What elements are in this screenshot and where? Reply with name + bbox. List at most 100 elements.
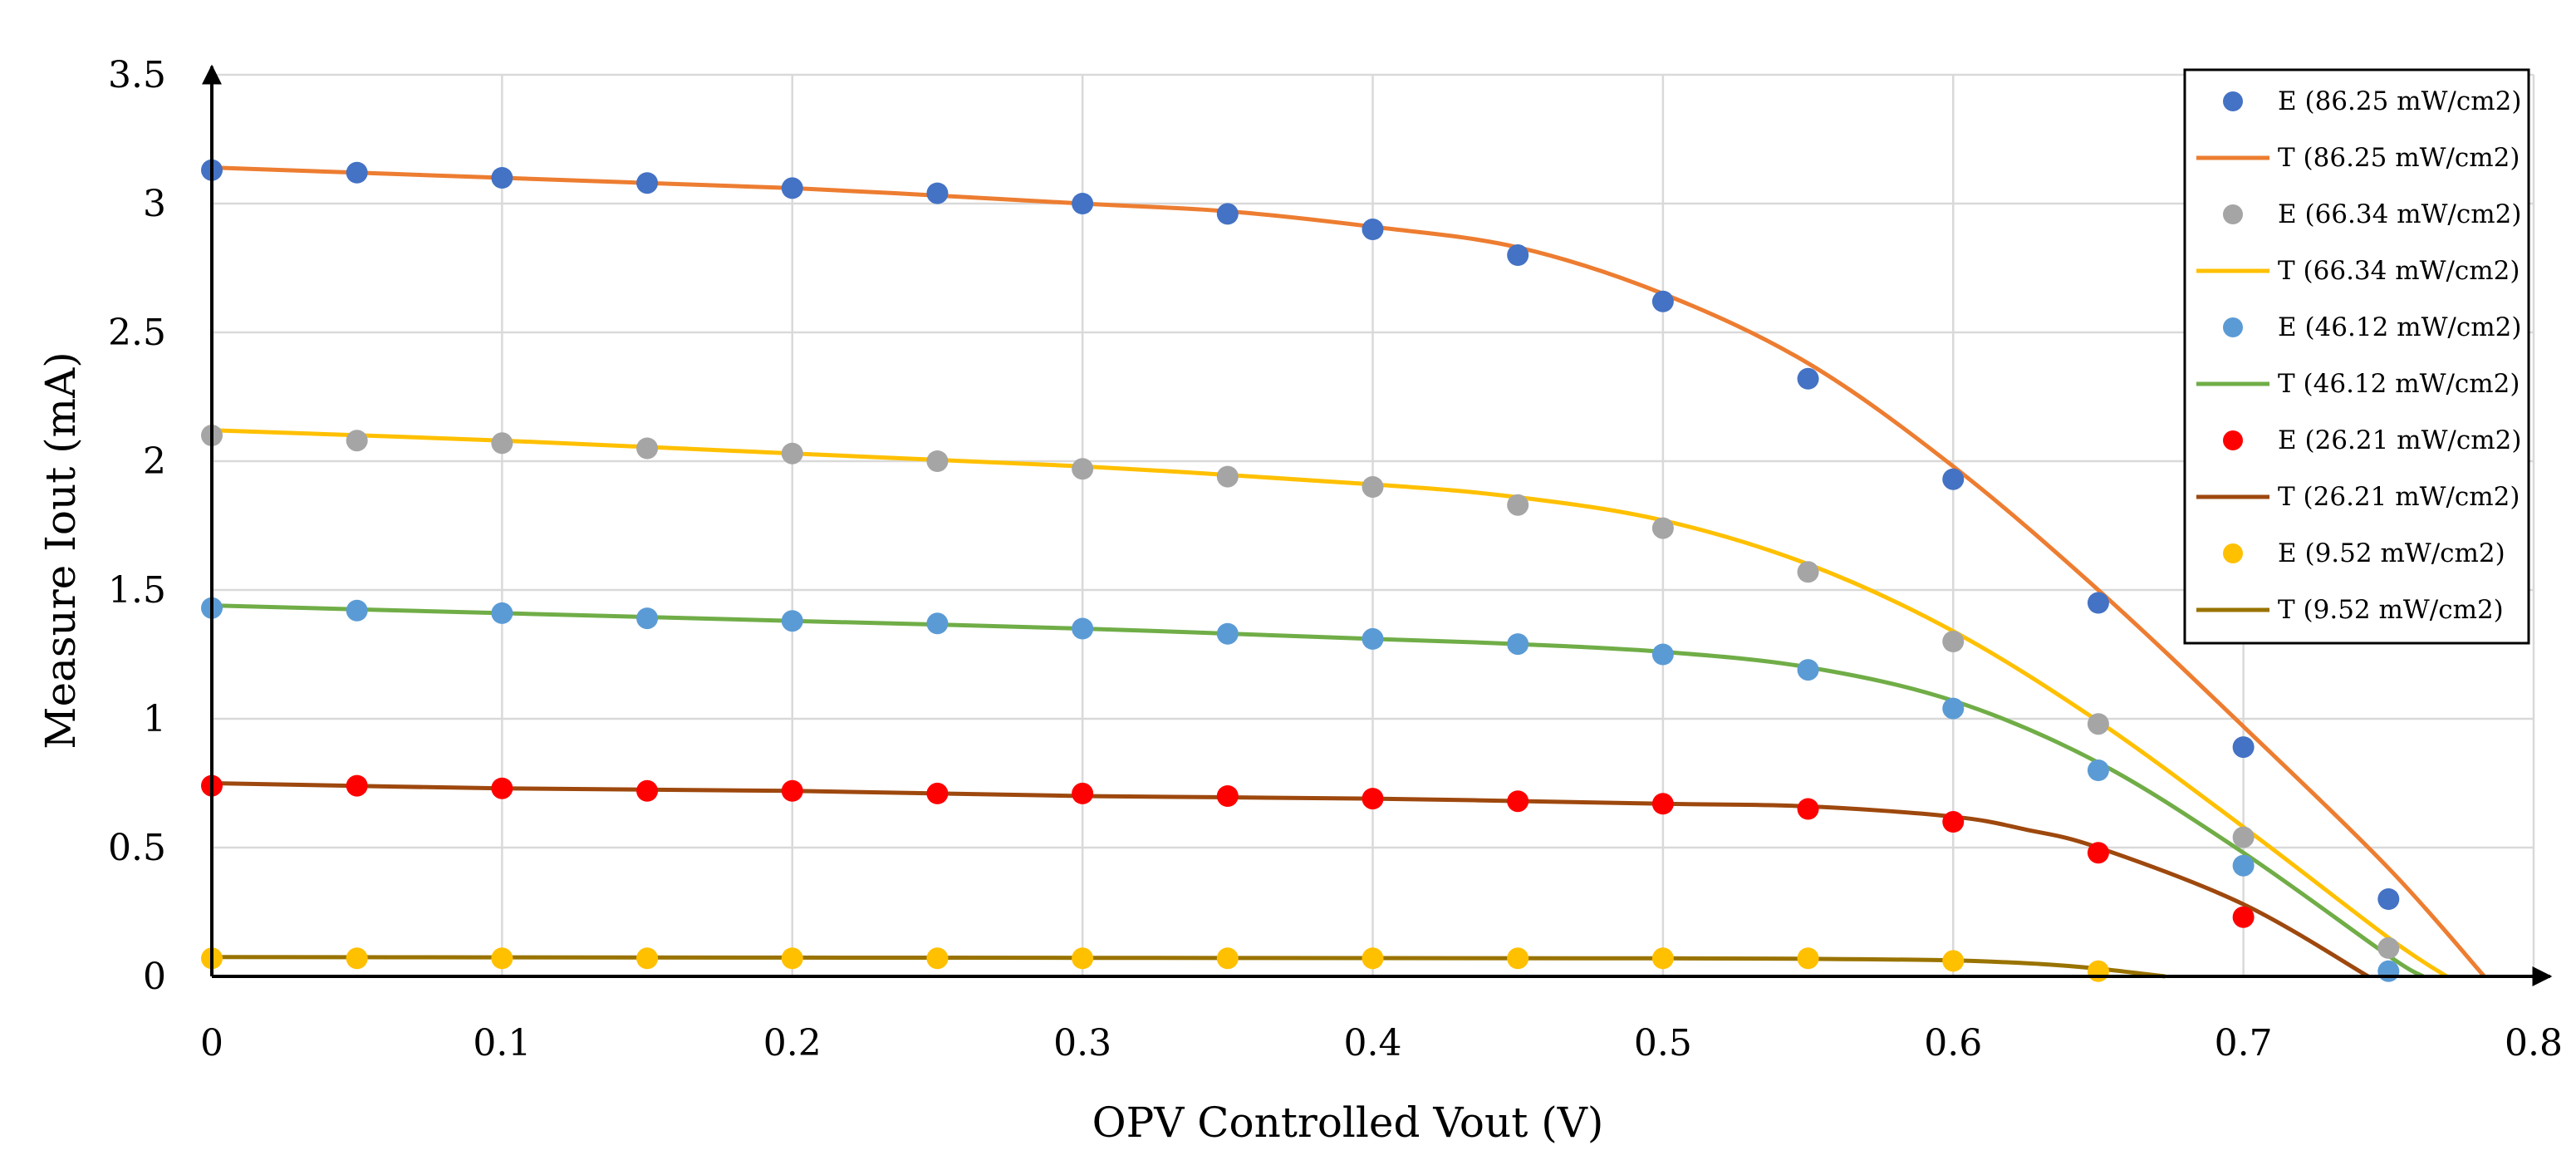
x-tick-label: 0.6	[1924, 1022, 1982, 1064]
data-point	[636, 947, 659, 970]
data-point	[1072, 458, 1094, 480]
data-point	[1216, 785, 1239, 807]
data-point	[926, 612, 949, 635]
data-point	[2087, 759, 2109, 781]
legend-label: T (26.21 mW/cm2)	[2278, 482, 2520, 512]
data-point	[1651, 290, 1674, 312]
data-point	[926, 450, 949, 472]
data-point	[1797, 659, 1819, 681]
y-tick-label: 3	[143, 183, 166, 225]
data-point	[1651, 793, 1674, 815]
data-point	[781, 947, 803, 970]
x-tick-label: 0.1	[473, 1022, 531, 1064]
data-point	[636, 437, 659, 460]
data-point	[1797, 947, 1819, 970]
data-point	[636, 779, 659, 802]
data-point	[2087, 713, 2109, 735]
data-point	[2377, 888, 2400, 910]
data-point	[1797, 561, 1819, 583]
data-point	[2377, 936, 2400, 959]
legend-marker	[2223, 543, 2243, 563]
data-point	[2087, 842, 2109, 864]
series-line	[211, 603, 2425, 979]
data-point	[1507, 947, 1529, 970]
y-axis-title: Measure Iout (mA)	[37, 351, 85, 749]
data-point	[1216, 465, 1239, 488]
series-line	[211, 781, 2370, 979]
data-point	[346, 430, 368, 452]
legend-label: T (9.52 mW/cm2)	[2278, 595, 2504, 625]
data-point	[1797, 798, 1819, 820]
data-point	[491, 947, 513, 970]
x-tick-label: 0.8	[2505, 1022, 2563, 1064]
data-point	[1651, 947, 1674, 970]
data-point	[781, 610, 803, 632]
data-point	[1507, 633, 1529, 656]
gridlines	[212, 73, 2535, 976]
data-point	[2232, 736, 2255, 759]
legend-label: E (66.34 mW/cm2)	[2278, 199, 2521, 229]
legend-marker	[2223, 317, 2243, 337]
legend-label: E (9.52 mW/cm2)	[2278, 538, 2505, 568]
legend-label: E (86.25 mW/cm2)	[2278, 86, 2521, 116]
legend-label: T (46.12 mW/cm2)	[2278, 369, 2520, 399]
x-tick-label: 0.5	[1634, 1022, 1692, 1064]
legend-marker	[2223, 204, 2243, 224]
y-tick-label: 1	[143, 698, 166, 740]
legend-box	[2183, 68, 2530, 645]
data-point	[1362, 627, 1384, 650]
y-tick-label: 1.5	[108, 569, 166, 612]
data-point	[346, 947, 368, 970]
data-point	[1942, 631, 1965, 652]
legend-label: E (26.21 mW/cm2)	[2278, 425, 2521, 455]
data-point	[1507, 790, 1529, 813]
y-tick-label: 0.5	[108, 827, 166, 869]
data-point	[346, 599, 368, 622]
data-point	[1362, 947, 1384, 970]
x-tick-label: 0.7	[2215, 1022, 2273, 1064]
data-point	[781, 779, 803, 802]
legend: E (86.25 mW/cm2) T (86.25 mW/cm2) E (66.34…	[2183, 68, 2530, 645]
legend-label: T (86.25 mW/cm2)	[2278, 143, 2520, 173]
data-point	[2377, 960, 2400, 982]
data-point	[1216, 622, 1239, 645]
data-point	[1072, 782, 1094, 804]
data-point	[1942, 811, 1965, 833]
data-point	[1507, 244, 1529, 266]
tick-labels: 0 0.1 0.2 0.3 0.4 0.5 0.6 0.7 0.8 0 0.5 1 1.5 2 2.5 3 3.…	[108, 54, 2563, 1064]
y-tick-label: 0	[143, 956, 166, 998]
data-point	[1797, 367, 1819, 390]
data-point	[1942, 697, 1965, 720]
legend-marker	[2223, 91, 2243, 111]
data-point	[1942, 950, 1965, 972]
legend-marker	[2223, 430, 2243, 450]
data-point	[636, 607, 659, 630]
data-point	[1651, 517, 1674, 539]
series-line	[211, 428, 2448, 979]
data-point	[1072, 193, 1094, 214]
axes	[202, 64, 2553, 986]
legend-label: T (66.34 mW/cm2)	[2278, 256, 2520, 286]
legend-label: E (46.12 mW/cm2)	[2278, 312, 2521, 342]
data-point	[1362, 788, 1384, 810]
x-axis-title: OPV Controlled Vout (V)	[1092, 1099, 1604, 1147]
data-point	[1216, 947, 1239, 970]
data-point	[926, 182, 949, 204]
x-tick-label: 0.2	[763, 1022, 822, 1064]
data-point	[491, 777, 513, 799]
plot-area	[201, 159, 2486, 982]
data-point	[2232, 854, 2255, 877]
y-tick-label: 3.5	[108, 54, 166, 96]
data-point	[781, 442, 803, 465]
data-point	[1651, 643, 1674, 666]
data-point	[491, 167, 513, 189]
data-point	[926, 947, 949, 970]
data-point	[2087, 960, 2109, 982]
data-point	[2232, 826, 2255, 848]
y-tick-label: 2.5	[108, 312, 166, 354]
y-tick-label: 2	[143, 440, 166, 483]
x-tick-label: 0.4	[1344, 1022, 1402, 1064]
series-line	[211, 165, 2486, 978]
